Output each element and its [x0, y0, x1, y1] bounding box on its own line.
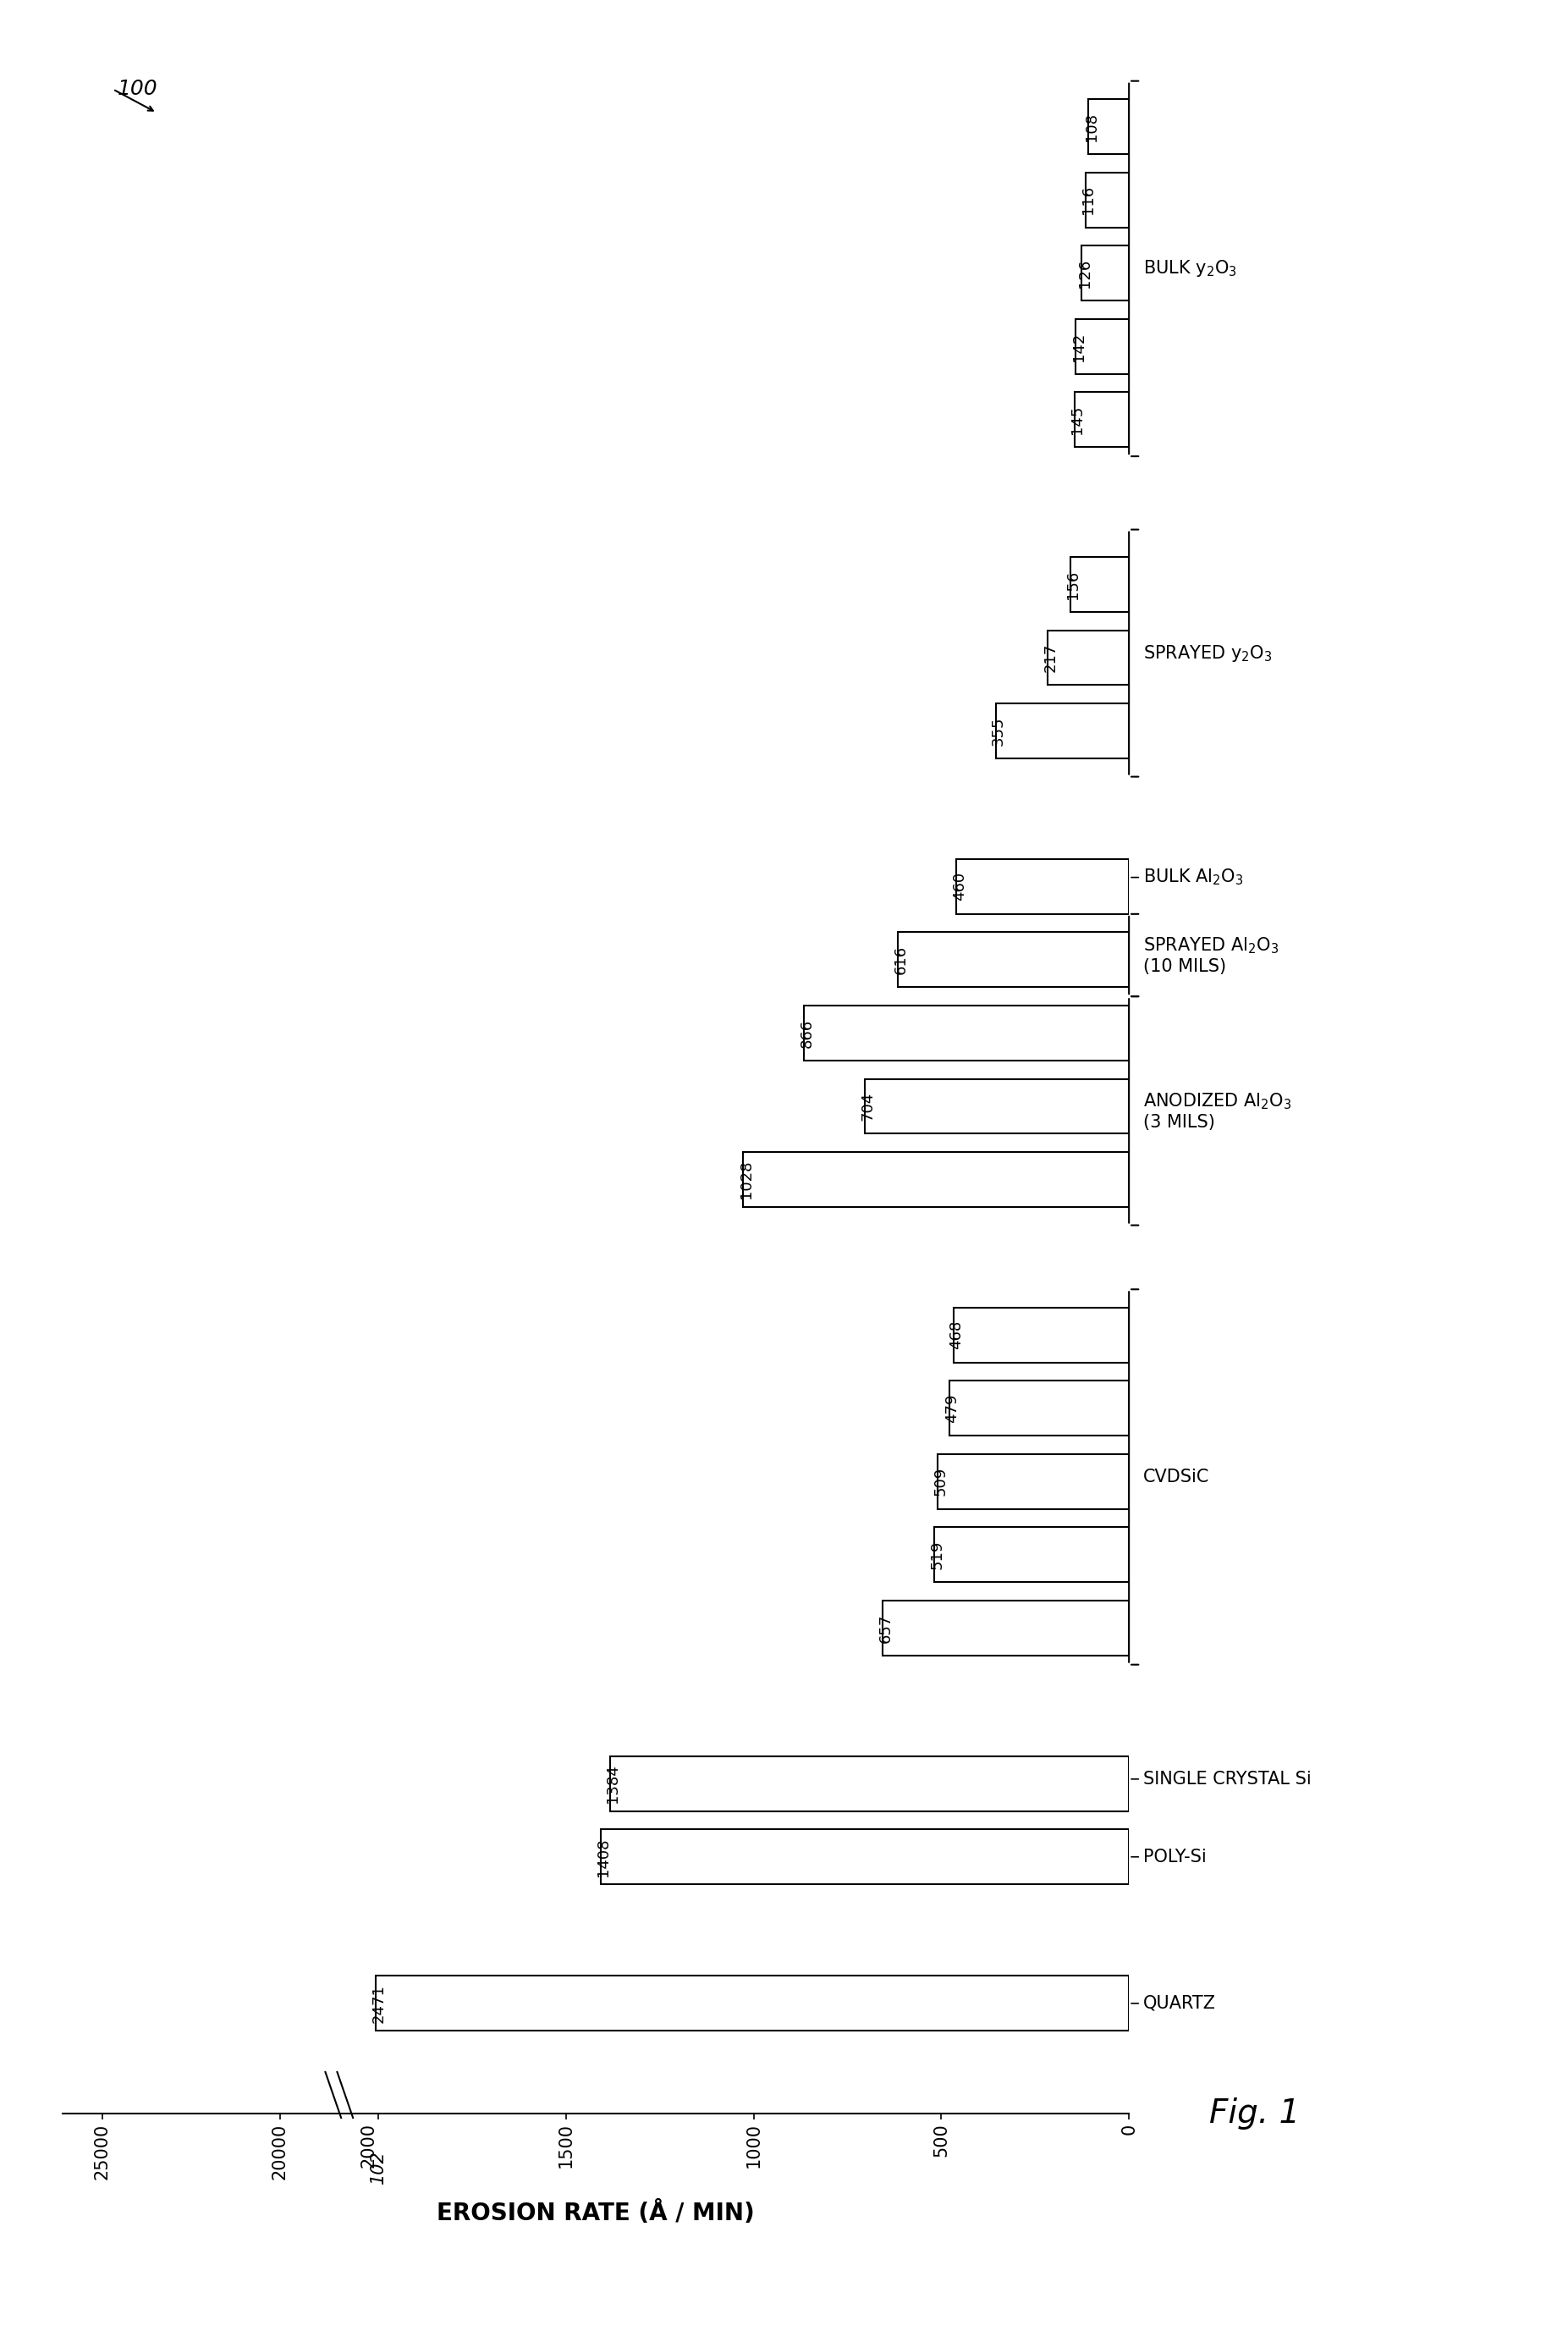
Text: 1408: 1408: [596, 1838, 612, 1876]
Text: 145: 145: [1069, 406, 1085, 434]
Text: 108: 108: [1083, 113, 1099, 141]
Text: 866: 866: [800, 1019, 814, 1047]
Text: 156: 156: [1066, 571, 1080, 599]
Bar: [1082, 247, 1129, 301]
Text: SINGLE CRYSTAL Si: SINGLE CRYSTAL Si: [1143, 1770, 1311, 1787]
Bar: [1071, 556, 1129, 613]
Bar: [866, 1078, 1129, 1134]
Text: 100: 100: [118, 77, 158, 99]
Bar: [376, 1977, 1129, 2031]
Text: 468: 468: [949, 1320, 964, 1350]
Bar: [938, 1453, 1129, 1510]
Text: 657: 657: [878, 1613, 892, 1644]
Bar: [883, 1601, 1129, 1655]
Text: 126: 126: [1077, 258, 1093, 289]
Bar: [601, 1829, 1129, 1885]
Text: 519: 519: [930, 1540, 946, 1568]
Bar: [953, 1308, 1129, 1362]
Bar: [898, 932, 1129, 986]
Bar: [935, 1526, 1129, 1583]
Text: 217: 217: [1043, 643, 1058, 672]
Text: 116: 116: [1080, 185, 1096, 214]
Bar: [610, 1756, 1129, 1810]
Bar: [1085, 171, 1129, 228]
Bar: [743, 1153, 1129, 1207]
X-axis label: EROSION RATE (Å / MIN): EROSION RATE (Å / MIN): [437, 2200, 754, 2226]
Bar: [949, 1381, 1129, 1435]
Text: 2471: 2471: [372, 1984, 387, 2022]
Bar: [956, 859, 1129, 913]
Text: QUARTZ: QUARTZ: [1143, 1996, 1215, 2012]
Text: 509: 509: [933, 1468, 949, 1496]
Text: 704: 704: [861, 1092, 875, 1120]
Text: 102: 102: [370, 2151, 387, 2184]
Text: CVDSiC: CVDSiC: [1143, 1468, 1209, 1486]
Text: SPRAYED y$_2$O$_3$: SPRAYED y$_2$O$_3$: [1143, 643, 1272, 662]
Bar: [1088, 99, 1129, 155]
Bar: [804, 1005, 1129, 1061]
Bar: [1047, 629, 1129, 686]
Text: 616: 616: [894, 946, 908, 974]
Text: 479: 479: [944, 1395, 960, 1423]
Bar: [1074, 392, 1129, 446]
Text: BULK Al$_2$O$_3$: BULK Al$_2$O$_3$: [1143, 866, 1243, 888]
Text: 1028: 1028: [739, 1160, 754, 1200]
Text: SPRAYED Al$_2$O$_3$
(10 MILS): SPRAYED Al$_2$O$_3$ (10 MILS): [1143, 935, 1278, 974]
Text: 142: 142: [1071, 331, 1087, 362]
Text: 1384: 1384: [605, 1763, 621, 1803]
Text: ANODIZED Al$_2$O$_3$
(3 MILS): ANODIZED Al$_2$O$_3$ (3 MILS): [1143, 1092, 1292, 1132]
Text: Fig. 1: Fig. 1: [1209, 2097, 1300, 2130]
Text: 355: 355: [991, 716, 1007, 747]
Text: BULK y$_2$O$_3$: BULK y$_2$O$_3$: [1143, 258, 1237, 279]
Text: POLY-Si: POLY-Si: [1143, 1848, 1206, 1864]
Text: 460: 460: [952, 871, 967, 902]
Bar: [996, 704, 1129, 758]
Bar: [1076, 319, 1129, 373]
